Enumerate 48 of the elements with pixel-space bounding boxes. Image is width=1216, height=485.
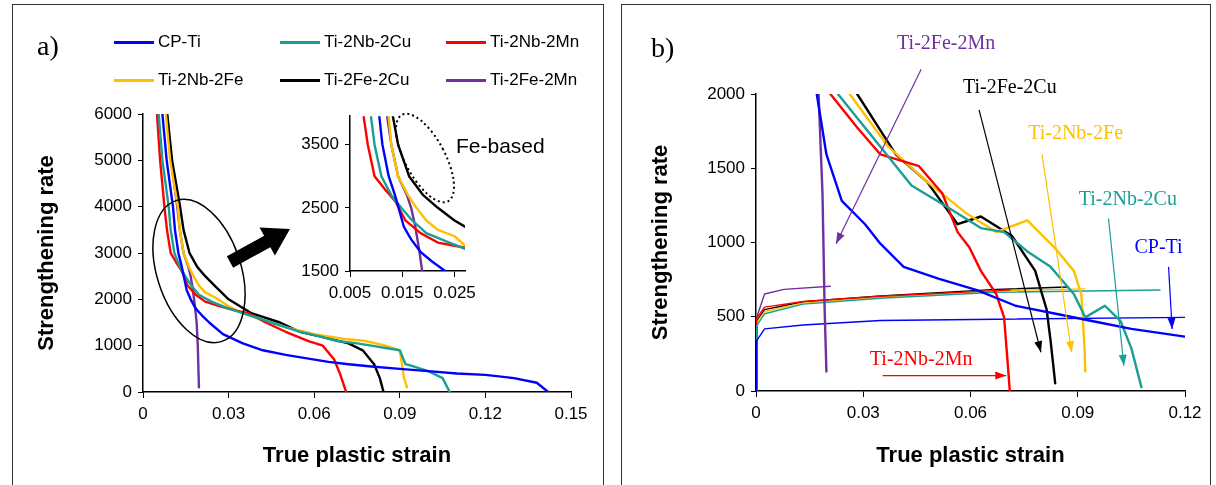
text: CP-Ti xyxy=(1134,234,1184,257)
y-tick-label: 0 xyxy=(735,380,745,400)
text: Ti-2Nb-2Fe xyxy=(1028,121,1124,144)
legend-label: Ti-2Fe-2Mn xyxy=(490,70,578,90)
y-tick-label: 4000 xyxy=(94,196,132,216)
x-tick-label: 0.025 xyxy=(433,282,476,302)
series-label: Ti-2Nb-2Mn xyxy=(869,347,973,370)
x-tick-label: 0.015 xyxy=(381,282,424,302)
x-tick-label: 0 xyxy=(138,403,148,423)
y-tick-label: 3500 xyxy=(301,134,339,154)
x-tick-label: 0.06 xyxy=(297,403,331,423)
y-tick-label: 2500 xyxy=(301,197,339,217)
text: Ti-2Nb-2Cu xyxy=(1078,187,1177,210)
y-tick-label: 1000 xyxy=(94,335,132,355)
legend-label: CP-Ti xyxy=(158,32,201,52)
y-tick-label: 6000 xyxy=(94,103,132,123)
y-tick-label: 5000 xyxy=(94,150,132,170)
x-tick-label: 0.03 xyxy=(212,403,246,423)
y-tick-label: 0 xyxy=(122,381,132,401)
y-tick-label: 2000 xyxy=(94,289,132,309)
x-tick-label: 0.15 xyxy=(554,403,588,423)
x-tick-label: 0.005 xyxy=(328,282,372,302)
legend-label: Ti-2Nb-2Mn xyxy=(490,32,580,52)
y-tick-label: 1500 xyxy=(707,157,745,177)
x-tick-label: 0.06 xyxy=(953,402,988,422)
y-tick-label: 3000 xyxy=(94,242,132,262)
y-axis-title: Strengthening rate xyxy=(33,155,59,351)
text: Ti-2Fe-2Cu xyxy=(962,75,1057,98)
x-tick-label: 0 xyxy=(751,402,761,422)
x-tick-label: 0.12 xyxy=(468,403,502,423)
y-tick-label: 500 xyxy=(716,306,745,326)
annotation: Fe-based xyxy=(456,134,545,157)
legend-label: Ti-2Nb-2Cu xyxy=(324,32,412,52)
x-tick-label: 0.12 xyxy=(1168,402,1202,422)
x-tick-label: 0.09 xyxy=(1061,402,1095,422)
y-tick-label: 1500 xyxy=(301,260,339,280)
y-axis-title: Strengthening rate xyxy=(647,144,673,341)
legend-label: Ti-2Fe-2Cu xyxy=(324,70,410,90)
legend-label: Ti-2Nb-2Fe xyxy=(158,70,244,90)
x-tick-label: 0.09 xyxy=(383,403,417,423)
x-axis-title: True plastic strain xyxy=(262,441,452,467)
x-tick-label: 0.03 xyxy=(846,402,880,422)
chart-title: b) xyxy=(651,32,675,63)
chart-title: a) xyxy=(37,30,59,61)
text: Ti-2Fe-2Mn xyxy=(897,31,996,54)
y-tick-label: 2000 xyxy=(707,83,745,103)
x-axis-title: True plastic strain xyxy=(876,441,1065,467)
y-tick-label: 1000 xyxy=(707,232,745,252)
